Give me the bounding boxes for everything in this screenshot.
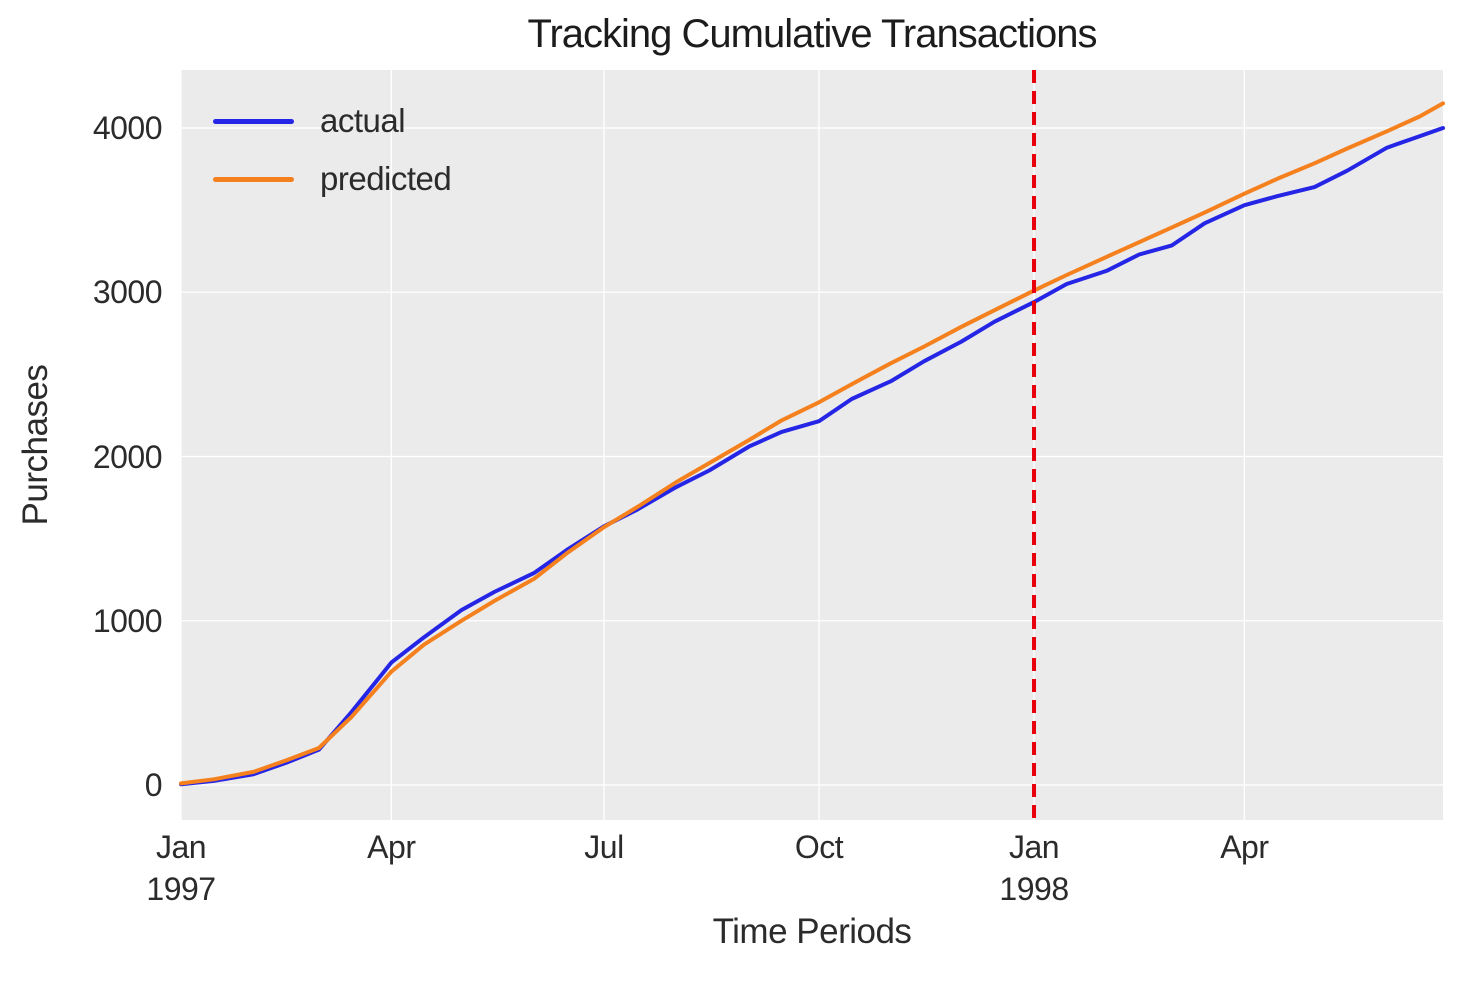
y-tick-label: 1000 (92, 602, 163, 639)
legend: actual predicted (213, 92, 452, 208)
y-tick-label: 3000 (92, 274, 163, 311)
x-tick-label: Jan 1997 (146, 829, 216, 907)
y-tick-label: 2000 (92, 438, 163, 475)
x-axis-label: Time Periods (712, 912, 912, 951)
x-tick-label: Apr (367, 829, 416, 865)
legend-label-predicted: predicted (320, 160, 452, 197)
x-tick-label: Oct (794, 829, 844, 865)
predicted-line (179, 101, 1445, 786)
y-tick-label: 4000 (92, 110, 163, 146)
actual-line (179, 126, 1445, 787)
x-tick-label: Jul (584, 829, 624, 865)
y-tick-label: 0 (144, 767, 163, 803)
legend-label-actual: actual (320, 102, 406, 139)
chart-title: Tracking Cumulative Transactions (527, 12, 1098, 56)
x-tick-label: Apr (1220, 829, 1269, 865)
legend-line-predicted (213, 176, 294, 182)
legend-item-predicted: predicted (213, 150, 452, 208)
legend-line-actual (213, 118, 294, 124)
x-tick-label: Jan 1998 (999, 829, 1069, 907)
legend-item-actual: actual (213, 92, 451, 150)
